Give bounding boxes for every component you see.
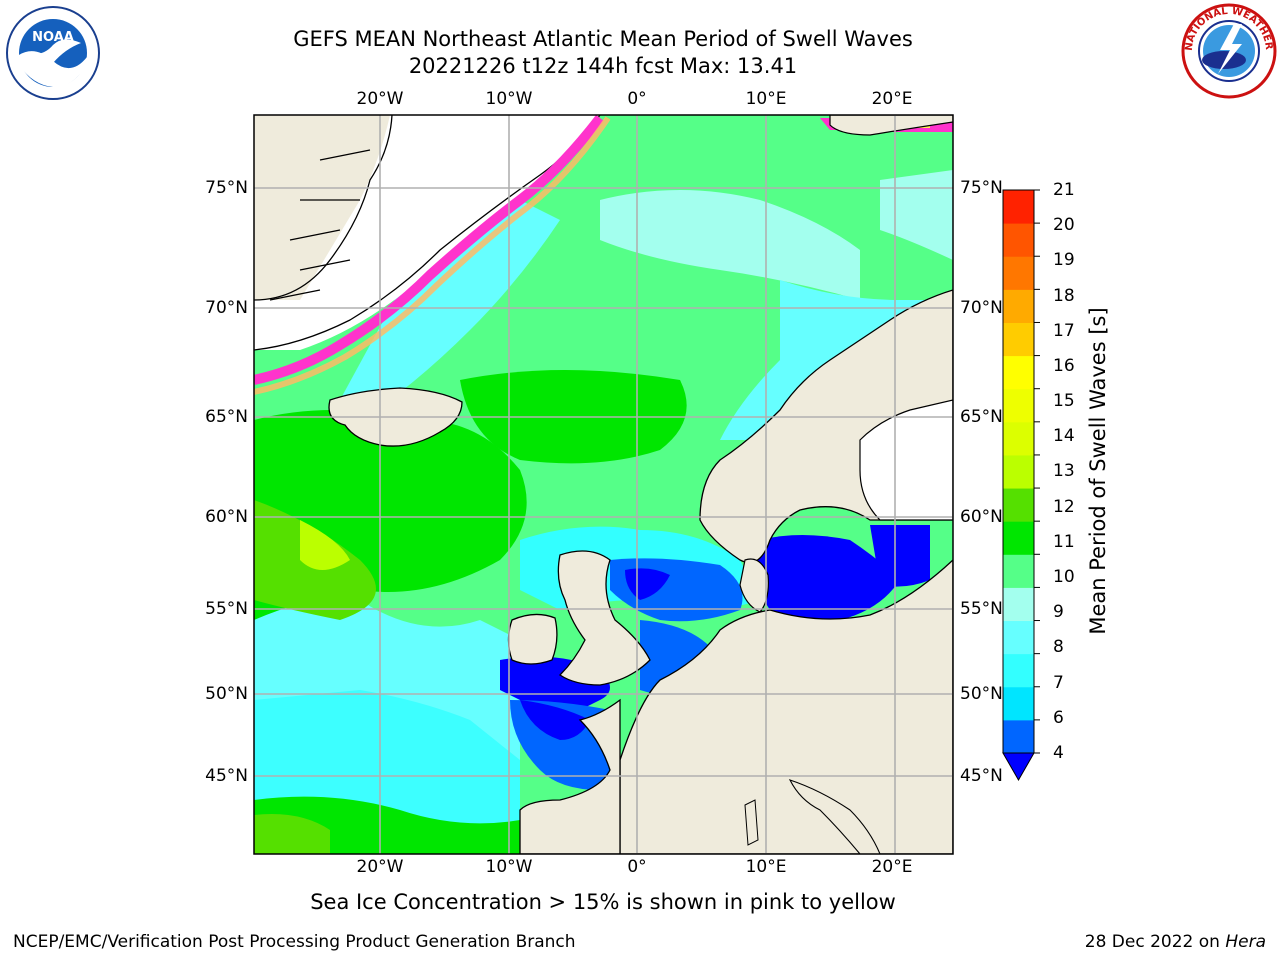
lat-label-left: 45°N bbox=[205, 766, 248, 786]
chart-title-line2: 20221226 t12z 144h fcst Max: 13.41 bbox=[408, 54, 798, 78]
footer-date-text: 28 Dec 2022 on bbox=[1084, 932, 1226, 952]
lat-label-left: 60°N bbox=[205, 507, 248, 527]
lat-label-right: 50°N bbox=[960, 684, 1003, 704]
lon-label-top: 0° bbox=[627, 89, 647, 109]
continental-europe bbox=[619, 559, 953, 854]
lon-label-top: 20°W bbox=[356, 89, 404, 109]
lat-label-right: 70°N bbox=[960, 298, 1003, 318]
nws-logo: NATIONAL WEATHER SERVICE bbox=[1180, 2, 1277, 99]
great-britain bbox=[557, 550, 651, 686]
lat-label-right: 55°N bbox=[960, 599, 1003, 619]
colorbar bbox=[1002, 189, 1040, 782]
noaa-logo: NOAA bbox=[6, 6, 100, 100]
colorbar-bin bbox=[1003, 719, 1034, 754]
lon-label-bottom: 20°E bbox=[871, 857, 913, 877]
colorbar-frame bbox=[1002, 189, 1035, 754]
lat-label-left: 50°N bbox=[205, 684, 248, 704]
colorbar-label: Mean Period of Swell Waves [s] bbox=[1086, 307, 1110, 635]
colorbar-bin bbox=[1003, 554, 1034, 588]
colorbar-tick-label: 17 bbox=[1053, 321, 1075, 341]
colorbar-tick-label: 4 bbox=[1053, 743, 1064, 763]
colorbar-tick-label: 6 bbox=[1053, 708, 1064, 728]
graticule bbox=[254, 115, 953, 854]
gulf-of-bothnia bbox=[859, 399, 953, 521]
lon-label-bottom: 0° bbox=[627, 857, 647, 877]
lat-label-left: 55°N bbox=[205, 599, 248, 619]
colorbar-tick-label: 7 bbox=[1053, 673, 1064, 693]
colorbar-bin bbox=[1003, 355, 1034, 390]
colorbar-bin bbox=[1003, 587, 1034, 622]
colorbar-bin bbox=[1003, 223, 1034, 257]
colorbar-tick-label: 12 bbox=[1053, 497, 1075, 517]
colorbar-bin bbox=[1003, 686, 1034, 721]
colorbar-bin bbox=[1003, 488, 1034, 522]
colorbar-bin bbox=[1003, 289, 1034, 323]
colorbar-bin bbox=[1003, 256, 1034, 290]
colorbar-bin bbox=[1003, 521, 1034, 555]
lat-label-right: 75°N bbox=[960, 178, 1003, 198]
lon-label-bottom: 10°W bbox=[485, 857, 533, 877]
lat-label-right: 65°N bbox=[960, 407, 1003, 427]
colorbar-tick-label: 9 bbox=[1053, 602, 1064, 622]
colorbar-bin bbox=[1003, 620, 1034, 655]
colorbar-bin bbox=[1003, 653, 1034, 688]
lon-label-top: 10°W bbox=[485, 89, 533, 109]
colorbar-tick-label: 8 bbox=[1053, 637, 1064, 657]
lon-label-top: 20°E bbox=[871, 89, 913, 109]
greenland-land bbox=[254, 115, 390, 300]
colorbar-extend-triangle bbox=[1002, 752, 1035, 782]
chart-title-line1: GEFS MEAN Northeast Atlantic Mean Period… bbox=[293, 27, 913, 51]
colorbar-bin bbox=[1003, 322, 1034, 357]
colorbar-tick-label: 16 bbox=[1053, 356, 1075, 376]
lat-label-right: 45°N bbox=[960, 766, 1003, 786]
lat-label-left: 75°N bbox=[205, 178, 248, 198]
colorbar-tick-label: 11 bbox=[1053, 532, 1075, 552]
map-frame bbox=[253, 114, 954, 855]
footer-date: 28 Dec 2022 on Hera bbox=[1085, 932, 1266, 952]
sea-ice-caption: Sea Ice Concentration > 15% is shown in … bbox=[310, 890, 896, 914]
colorbar-tick-label: 19 bbox=[1053, 250, 1075, 270]
footer-host: Hera bbox=[1225, 932, 1266, 952]
colorbar-bin bbox=[1003, 388, 1034, 423]
colorbar-tick-label: 14 bbox=[1053, 426, 1075, 446]
lon-label-top: 10°E bbox=[745, 89, 787, 109]
colorbar-bin bbox=[1003, 454, 1034, 489]
lon-label-bottom: 10°E bbox=[745, 857, 787, 877]
ireland bbox=[507, 613, 558, 665]
lat-label-right: 60°N bbox=[960, 507, 1003, 527]
colorbar-tick-label: 21 bbox=[1053, 180, 1075, 200]
colorbar-tick-label: 20 bbox=[1053, 215, 1075, 235]
lat-label-left: 70°N bbox=[205, 298, 248, 318]
noaa-logo-text: NOAA bbox=[32, 30, 74, 45]
lat-label-left: 65°N bbox=[205, 407, 248, 427]
iberia-france bbox=[519, 698, 621, 854]
colorbar-tick-label: 10 bbox=[1053, 567, 1075, 587]
colorbar-tick-label: 18 bbox=[1053, 286, 1075, 306]
lon-label-bottom: 20°W bbox=[356, 857, 404, 877]
footer-credit: NCEP/EMC/Verification Post Processing Pr… bbox=[13, 932, 576, 952]
colorbar-bin bbox=[1003, 421, 1034, 456]
colorbar-tick-label: 15 bbox=[1053, 391, 1075, 411]
colorbar-tick-label: 13 bbox=[1053, 461, 1075, 481]
colorbar-bin bbox=[1003, 190, 1034, 224]
